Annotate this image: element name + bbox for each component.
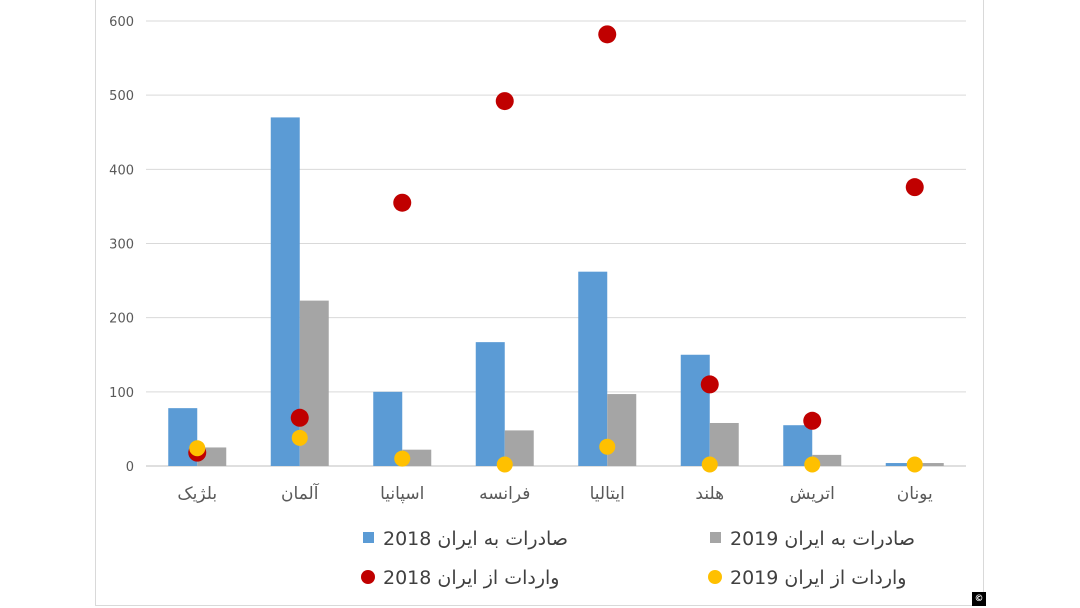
marker-imports-2018 xyxy=(393,193,412,212)
chart: 0 100 200 300 400 500 600 بلژیک آلمان اسپانیا فرا… xyxy=(109,15,966,589)
bar-exports-2018 xyxy=(475,342,505,466)
bar-exports-2018 xyxy=(578,271,608,466)
legend-label: صادرات به ایران 2018 xyxy=(383,528,568,550)
marker-imports-2019 xyxy=(291,429,308,446)
bar-exports-2019 xyxy=(812,454,842,466)
legend-label: واردات از ایران 2019 xyxy=(730,567,906,589)
y-tick-label: 300 xyxy=(109,238,134,253)
marker-imports-2018 xyxy=(598,25,617,44)
bar-exports-2019 xyxy=(607,394,637,466)
legend-swatch xyxy=(708,570,722,584)
x-category-label: ایتالیا xyxy=(590,484,625,504)
bars xyxy=(168,117,944,467)
legend-label: صادرات به ایران 2019 xyxy=(730,528,915,550)
legend-label: واردات از ایران 2018 xyxy=(383,567,559,589)
x-category-label: اسپانیا xyxy=(380,484,424,504)
y-tick-label: 0 xyxy=(126,460,134,475)
marker-imports-2019 xyxy=(394,450,411,467)
marker-imports-2018 xyxy=(290,408,309,427)
marker-imports-2019 xyxy=(189,440,206,457)
bar-exports-2019 xyxy=(914,463,944,466)
marker-imports-2019 xyxy=(804,456,821,473)
x-category-label: آلمان xyxy=(281,482,320,504)
bar-exports-2018 xyxy=(680,354,710,466)
y-tick-label: 400 xyxy=(109,163,134,178)
bar-exports-2018 xyxy=(270,117,300,467)
marker-imports-2019 xyxy=(906,456,923,473)
marker-imports-2018 xyxy=(495,92,514,111)
marker-imports-2019 xyxy=(496,456,513,473)
marker-imports-2019 xyxy=(599,438,616,455)
x-category-label: بلژیک xyxy=(177,484,217,504)
y-tick-label: 500 xyxy=(109,89,134,104)
markers xyxy=(188,25,924,473)
marker-imports-2019 xyxy=(701,456,718,473)
legend-swatch xyxy=(710,532,721,543)
y-axis-ticks: 0 100 200 300 400 500 600 xyxy=(109,15,134,475)
marker-imports-2018 xyxy=(803,411,822,430)
legend-swatch xyxy=(361,570,375,584)
marker-imports-2018 xyxy=(905,178,924,197)
copyright-badge: © xyxy=(972,592,986,606)
legend: صادرات به ایران 2018 صادرات به ایران 2019… xyxy=(361,528,915,589)
x-category-label: اتریش xyxy=(790,484,835,504)
gridlines xyxy=(146,20,966,467)
y-tick-label: 600 xyxy=(109,15,134,30)
legend-swatch xyxy=(363,532,374,543)
y-tick-label: 100 xyxy=(109,386,134,401)
x-axis-labels: بلژیک آلمان اسپانیا فرانسه ایتالیا هلند اتریش ی… xyxy=(177,482,933,504)
y-tick-label: 200 xyxy=(109,312,134,327)
x-category-label: هلند xyxy=(695,484,724,504)
marker-imports-2018 xyxy=(700,375,719,394)
bar-exports-2018 xyxy=(885,463,915,466)
x-category-label: یونان xyxy=(897,484,933,504)
x-category-label: فرانسه xyxy=(479,484,530,504)
chart-frame: 0 100 200 300 400 500 600 بلژیک آلمان اسپانیا فرا… xyxy=(95,0,984,606)
